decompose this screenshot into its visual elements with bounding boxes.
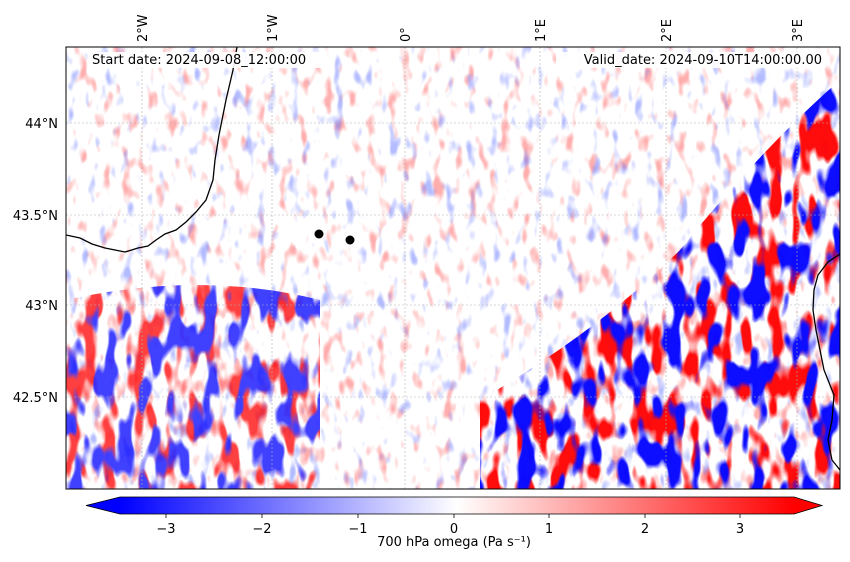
lon-label: 1°E [534, 19, 549, 42]
colorbar-tick: 0 [450, 522, 458, 537]
lon-label: 2°W [136, 14, 151, 42]
longitude-labels: 2°W 1°W 0° 1°E 2°E 3°E [136, 14, 806, 42]
coastline [66, 47, 840, 471]
map-frame [65, 46, 841, 490]
colorbar-tick: 3 [736, 522, 744, 537]
lon-label: 1°W [266, 14, 281, 42]
lat-label: 43°N [25, 299, 58, 314]
colorbar-tick: −3 [156, 522, 175, 537]
station-marker [314, 229, 324, 239]
omega-field [66, 47, 840, 489]
lon-label: 2°E [660, 19, 675, 42]
graticule [66, 47, 840, 489]
colorbar: −3 −2 −1 0 1 2 3 700 hPa omega (Pa s⁻¹) [85, 496, 824, 550]
lat-label: 43.5°N [13, 209, 58, 224]
lon-label: 0° [399, 27, 414, 42]
latitude-labels: 44°N 43.5°N 43°N 42.5°N [13, 117, 58, 406]
colorbar-tick: −2 [252, 522, 271, 537]
colorbar-label: 700 hPa omega (Pa s⁻¹) [377, 535, 531, 550]
colorbar-tick: 2 [641, 522, 649, 537]
start-date-label: Start date: 2024-09-08_12:00:00 [92, 53, 306, 68]
station-markers [314, 229, 355, 245]
colorbar-tick: −1 [348, 522, 367, 537]
station-marker [345, 235, 355, 245]
lon-label: 3°E [791, 19, 806, 42]
colorbar-extend-min [86, 497, 120, 514]
colorbar-extend-max [794, 497, 822, 514]
colorbar-tick: 1 [545, 522, 553, 537]
lat-label: 44°N [25, 117, 58, 132]
lat-label: 42.5°N [13, 391, 58, 406]
valid-date-label: Valid_date: 2024-09-10T14:00:00.00 [584, 53, 822, 68]
